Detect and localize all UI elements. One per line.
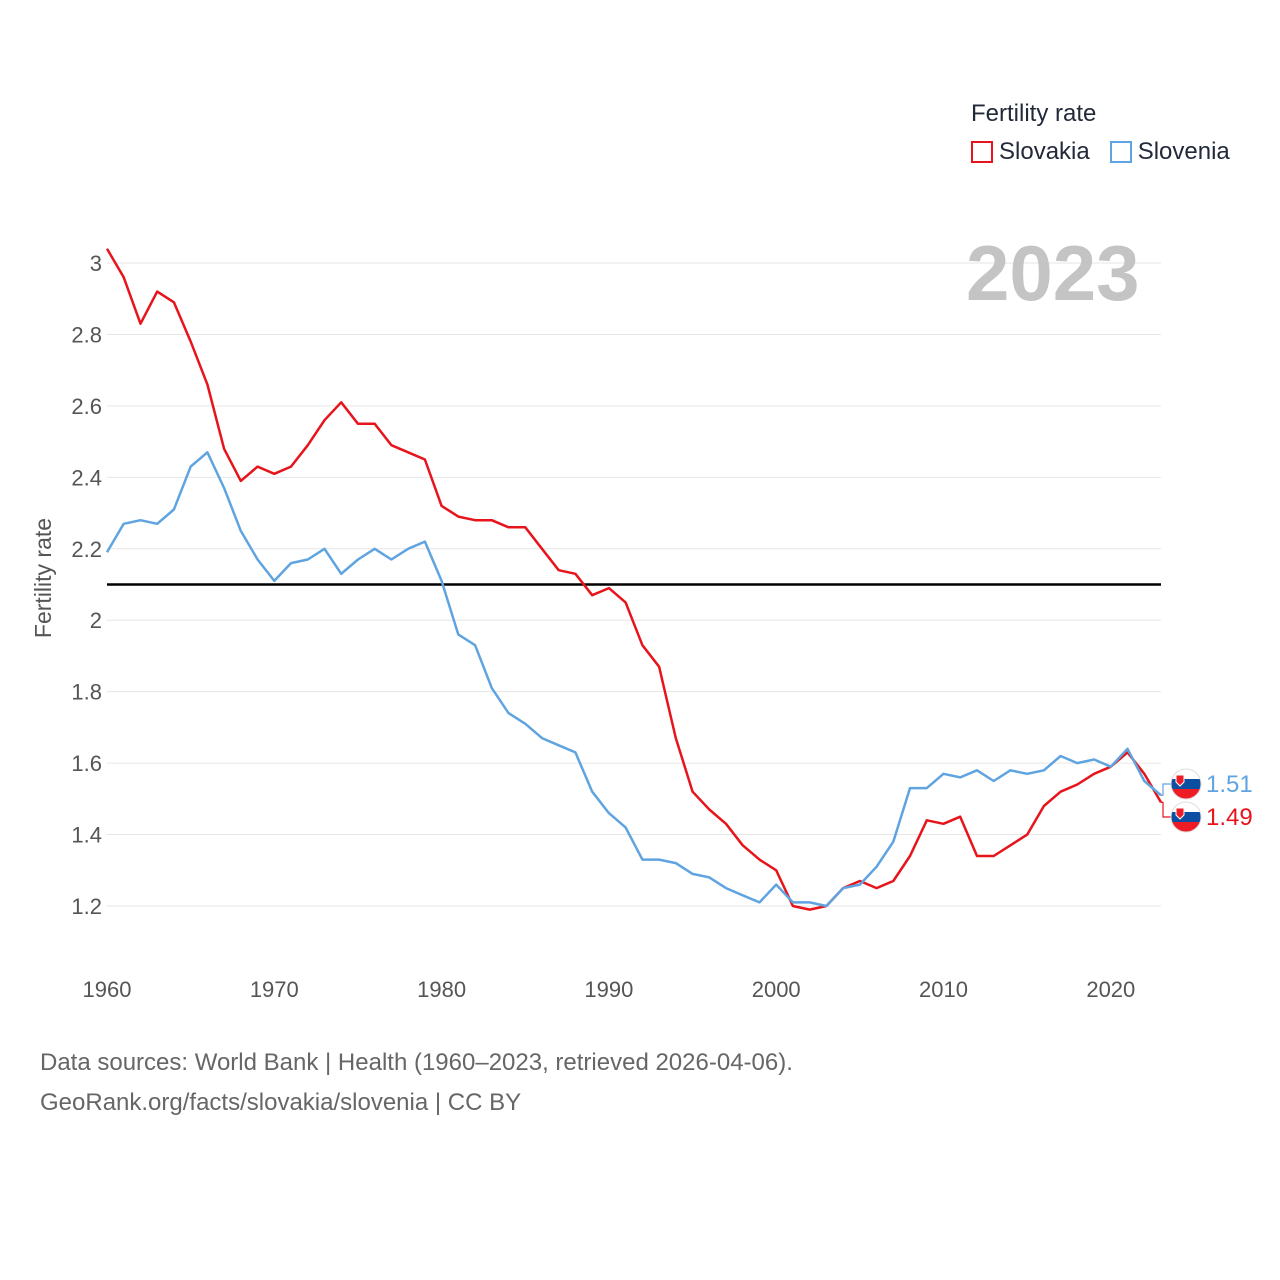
flag-rim-slovakia <box>1170 801 1202 833</box>
series-line-slovakia <box>105 248 1163 911</box>
source-line-1: Data sources: World Bank | Health (1960–… <box>40 1049 793 1076</box>
flag-band-blue-slovenia <box>1171 779 1201 789</box>
flag-band-white-slovakia <box>1171 802 1201 812</box>
flag-band-red-slovenia <box>1171 789 1201 799</box>
flag-rim-slovenia <box>1170 768 1202 800</box>
y-tick-label-1.2: 1.2 <box>71 894 102 919</box>
legend: Fertility rate Slovakia Slovenia <box>971 100 1230 166</box>
y-tick-label-2.2: 2.2 <box>71 537 102 562</box>
legend-swatch-slovenia <box>1109 141 1132 163</box>
flag-bands-slovakia <box>1171 802 1201 832</box>
flag-band-white-slovenia <box>1171 769 1201 779</box>
y-tick-label-2.4: 2.4 <box>71 465 102 490</box>
legend-item-slovenia[interactable]: Slovenia <box>1109 138 1230 166</box>
legend-title: Fertility rate <box>971 100 1097 127</box>
year-label: 2023 <box>966 229 1140 317</box>
y-tick-label-1.8: 1.8 <box>71 680 102 705</box>
y-tick-label-2: 2 <box>90 608 102 633</box>
flag-icon-slovakia <box>1170 801 1202 833</box>
legend-swatch-slovakia <box>971 141 993 163</box>
x-tick-label-2010: 2010 <box>919 977 968 1002</box>
end-markers: 1.49 1.51 <box>1161 768 1253 833</box>
flag-band-blue-slovakia <box>1171 812 1201 822</box>
y-axis-label: Fertility rate <box>30 518 56 638</box>
y-tick-label-1.6: 1.6 <box>71 751 102 776</box>
x-tick-label-2000: 2000 <box>752 977 801 1002</box>
x-axis-ticks: 1960 1970 1980 1990 2000 2010 2020 <box>83 977 1136 1002</box>
x-tick-label-1980: 1980 <box>417 977 466 1002</box>
flag-emblem-slovakia <box>1175 807 1185 820</box>
y-tick-label-1.4: 1.4 <box>71 823 102 848</box>
y-tick-label-2.6: 2.6 <box>71 394 102 419</box>
end-value-label-slovenia: 1.51 <box>1206 771 1253 798</box>
legend-item-slovakia[interactable]: Slovakia <box>971 138 1090 166</box>
x-tick-label-1990: 1990 <box>584 977 633 1002</box>
source-note: Data sources: World Bank | Health (1960–… <box>40 1043 793 1123</box>
y-tick-label-2.8: 2.8 <box>71 322 102 347</box>
flag-bands-slovenia <box>1171 769 1201 799</box>
flag-emblem-slovenia <box>1175 774 1185 787</box>
x-tick-label-1970: 1970 <box>250 977 299 1002</box>
legend-label-slovenia: Slovenia <box>1137 138 1230 165</box>
y-tick-label-3: 3 <box>90 251 102 276</box>
source-line-2[interactable]: GeoRank.org/facts/slovakia/slovenia | CC… <box>40 1089 522 1116</box>
flag-icon-slovenia <box>1170 768 1202 800</box>
end-value-label-slovakia: 1.49 <box>1206 804 1253 831</box>
grid-lines <box>107 262 1161 907</box>
x-tick-label-1960: 1960 <box>83 977 132 1002</box>
series-lines <box>105 248 1163 911</box>
y-axis-ticks: 1.2 1.4 1.6 1.8 2 2.2 2.4 2.6 2.8 3 <box>71 251 102 919</box>
connector-slovenia <box>1161 783 1172 796</box>
legend-label-slovakia: Slovakia <box>999 138 1090 165</box>
x-tick-label-2020: 2020 <box>1086 977 1135 1002</box>
flag-band-red-slovakia <box>1171 822 1201 832</box>
series-line-slovenia <box>105 451 1162 908</box>
connector-slovakia <box>1161 801 1172 818</box>
